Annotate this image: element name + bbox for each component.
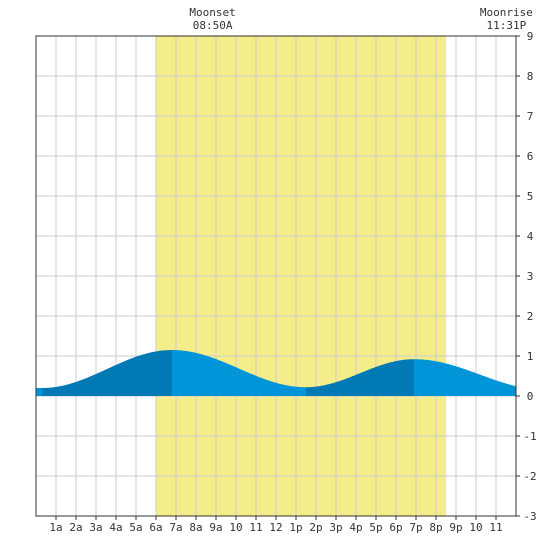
x-tick-label: 5p [369,521,382,534]
tide-area-layer [36,350,516,396]
x-tick-label: 11 [489,521,502,534]
x-tick-label: 4a [109,521,122,534]
y-tick-label: -2 [523,470,536,483]
y-tick-label: -1 [523,430,536,443]
x-tick-label: 1p [289,521,302,534]
y-tick-label: 5 [527,190,534,203]
x-tick-label: 10 [469,521,482,534]
tide-area-rising [42,350,172,396]
x-tick-label: 6p [389,521,402,534]
y-tick-label: 0 [527,390,534,403]
tide-area-falling [414,359,516,396]
y-tick-label: 8 [527,70,534,83]
tide-area-rising [306,359,414,396]
y-tick-label: 9 [527,30,534,43]
moon-event-label: Moonrise [480,6,533,19]
y-tick-label: 4 [527,230,534,243]
x-tick-label: 10 [229,521,242,534]
x-tick-label: 8p [429,521,442,534]
x-tick-label: 3p [329,521,342,534]
axis-layer [35,35,520,520]
x-tick-label: 12 [269,521,282,534]
x-tick-label: 1a [49,521,62,534]
tide-area-falling [36,388,42,396]
x-tick-label: 7a [169,521,182,534]
y-tick-label: 7 [527,110,534,123]
x-tick-label: 7p [409,521,422,534]
y-tick-label: 2 [527,310,534,323]
x-tick-label: 4p [349,521,362,534]
moon-event-time: 11:31P [487,19,527,32]
y-tick-label: 6 [527,150,534,163]
x-tick-label: 2p [309,521,322,534]
x-tick-label: 2a [69,521,82,534]
x-tick-label: 3a [89,521,102,534]
tide-area-falling [172,350,306,396]
x-tick-label: 9a [209,521,222,534]
x-tick-label: 5a [129,521,142,534]
moon-event-label: Moonset [189,6,235,19]
x-tick-label: 8a [189,521,202,534]
tick-label-layer: 1a 2a 3a 4a 5a 6a 7a 8a 9a 10 11 12 1p 2p 3p 4p 5p 6p 7p 8p… [49,30,536,534]
x-tick-label: 9p [449,521,462,534]
y-tick-label: 3 [527,270,534,283]
grid-layer [36,36,516,516]
y-tick-label: 1 [527,350,534,363]
y-tick-label: -3 [523,510,536,523]
x-tick-label: 6a [149,521,162,534]
moon-event-time: 08:50A [193,19,233,32]
x-tick-label: 11 [249,521,262,534]
